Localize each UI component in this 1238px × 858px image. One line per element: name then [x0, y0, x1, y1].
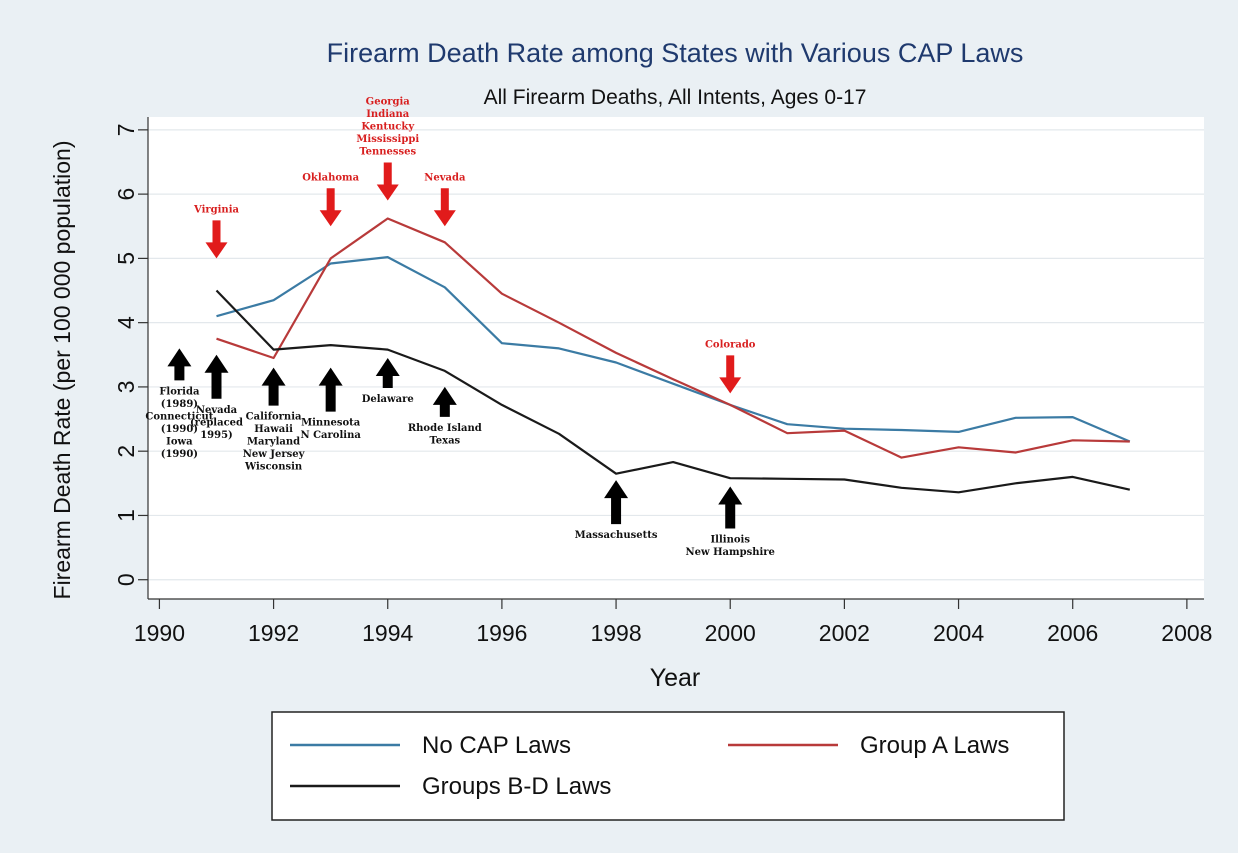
annotation-9: Delaware	[362, 358, 414, 405]
annotation-label-3-0: Nevada	[424, 172, 466, 183]
plot-area	[148, 117, 1204, 599]
x-axis-title: Year	[650, 664, 701, 692]
annotation-label-7-0: California	[246, 412, 302, 423]
annotation-label-6-1: (replaced	[190, 417, 243, 428]
y-tick-label-6: 6	[113, 188, 139, 201]
annotation-label-9-0: Delaware	[362, 394, 414, 405]
y-tick-label-2: 2	[113, 445, 139, 458]
red-arrow-0	[205, 220, 228, 259]
annotation-label-8-0: Minnesota	[301, 418, 361, 429]
red-arrow-3	[433, 188, 456, 227]
series-line-no-cap-laws	[216, 256, 1131, 443]
x-tick-label-1990: 1990	[134, 620, 185, 646]
black-arrow-9	[375, 358, 400, 388]
black-arrow-7	[261, 367, 286, 406]
annotation-label-5-5: (1990)	[161, 449, 198, 460]
annotation-5: Florida(1989)Connecticut(1990)Iowa(1990)	[145, 348, 214, 460]
annotation-11: Massachusetts	[575, 480, 658, 541]
black-arrow-8	[318, 367, 343, 412]
y-tick-label-0: 0	[113, 573, 139, 586]
annotation-label-10-1: Texas	[429, 435, 460, 446]
annotation-label-7-3: New Jersey	[243, 449, 306, 460]
y-tick-label-7: 7	[113, 123, 139, 136]
annotation-label-10-0: Rhode Island	[408, 423, 482, 434]
x-tick-label-1992: 1992	[248, 620, 299, 646]
annotation-1: Oklahoma	[302, 172, 360, 227]
annotation-label-7-1: Hawaii	[254, 424, 293, 435]
annotation-6: Nevada(replaced 1995)	[190, 354, 243, 441]
chart-subtitle: All Firearm Deaths, All Intents, Ages 0-…	[484, 86, 867, 109]
black-arrow-5	[167, 348, 192, 381]
annotation-label-7-4: Wisconsin	[244, 462, 303, 473]
annotation-label-2-1: Indiana	[366, 109, 409, 120]
black-arrow-11	[604, 480, 629, 525]
x-tick-label-1994: 1994	[362, 620, 413, 646]
legend-box	[271, 711, 1065, 821]
annotation-0: Virginia	[193, 204, 240, 259]
annotation-4: Colorado	[705, 339, 756, 394]
annotation-label-7-2: Maryland	[247, 437, 300, 448]
annotation-3: Nevada	[424, 172, 466, 227]
legend: No CAP Laws Group A Laws Groups B-D Laws	[271, 711, 1065, 821]
x-tick-label-2008: 2008	[1161, 620, 1212, 646]
annotation-label-2-0: Georgia	[366, 97, 411, 108]
annotation-label-5-0: Florida	[159, 386, 200, 397]
annotation-label-5-3: (1990)	[161, 424, 198, 435]
x-tick-label-2002: 2002	[819, 620, 870, 646]
annotation-label-11-0: Massachusetts	[575, 530, 658, 541]
annotation-label-8-1: N Carolina	[300, 430, 361, 441]
legend-label-group-a: Group A Laws	[860, 732, 1009, 759]
x-tick-label-1996: 1996	[476, 620, 527, 646]
annotation-label-4-0: Colorado	[705, 339, 756, 350]
annotation-label-2-4: Tennesses	[359, 147, 416, 158]
annotation-label-2-3: Mississippi	[356, 134, 419, 145]
x-tick-label-1998: 1998	[590, 620, 641, 646]
legend-label-no-cap: No CAP Laws	[422, 732, 571, 759]
annotation-label-12-0: Illinois	[711, 535, 751, 546]
red-arrow-2	[376, 162, 399, 201]
x-tick-label-2000: 2000	[705, 620, 756, 646]
annotation-label-2-2: Kentucky	[361, 122, 415, 133]
x-tick-label-2004: 2004	[933, 620, 984, 646]
chart-title: Firearm Death Rate among States with Var…	[327, 38, 1024, 68]
black-arrow-6	[204, 354, 229, 399]
y-tick-label-5: 5	[113, 252, 139, 265]
y-axis-title: Firearm Death Rate (per 100 000 populati…	[49, 141, 75, 600]
annotation-label-5-4: Iowa	[166, 436, 193, 447]
annotation-label-1-0: Oklahoma	[302, 172, 359, 183]
red-arrow-1	[319, 188, 342, 227]
annotation-label-5-1: (1989)	[161, 399, 198, 410]
legend-label-groups-b-d: Groups B-D Laws	[422, 773, 611, 800]
annotation-label-5-2: Connecticut	[145, 411, 213, 422]
y-tick-label-1: 1	[113, 509, 139, 522]
annotation-label-12-1: New Hampshire	[686, 547, 775, 558]
x-tick-label-2006: 2006	[1047, 620, 1098, 646]
black-arrow-12	[718, 486, 743, 529]
black-arrow-10	[432, 386, 457, 417]
red-arrow-4	[719, 355, 742, 394]
series-line-group-a-laws	[216, 217, 1130, 459]
annotation-label-6-0: Nevada	[196, 405, 238, 416]
annotation-label-6-2: 1995)	[200, 430, 233, 441]
y-tick-label-4: 4	[113, 316, 139, 329]
y-tick-label-3: 3	[113, 381, 139, 394]
series-line-groups-b-d-laws	[215, 289, 1131, 494]
annotation-label-0-0: Virginia	[193, 204, 240, 215]
